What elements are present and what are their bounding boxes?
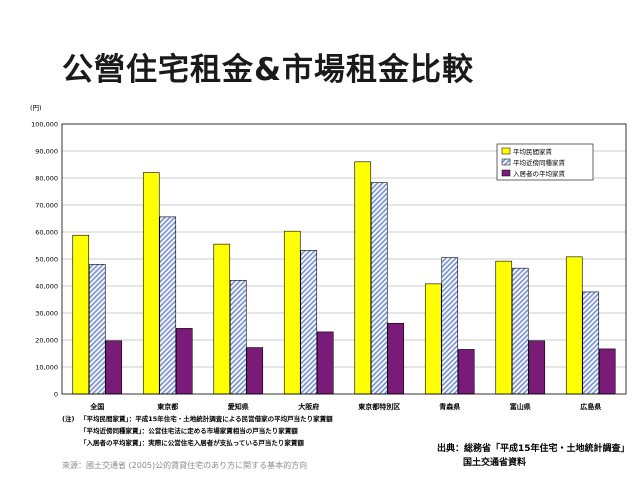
bar-series-2 (598, 348, 616, 395)
bar-series-1 (511, 267, 529, 395)
category-label: 全国 (89, 402, 104, 411)
y-tick-label: 80,000 (35, 174, 58, 182)
bar-series-0 (495, 260, 513, 395)
bar-series-2 (457, 349, 475, 395)
note-line-1: 「平均民間家賃」：平成15年住宅・土地統計調査による民営借家の平均戸当たり家賃額 (80, 414, 333, 423)
y-tick-label: 10,000 (35, 363, 58, 371)
category-label: 東京都 (157, 402, 178, 411)
source-line-2: 国土交通省資料 (463, 456, 526, 468)
chart-notes: (注) 「平均民間家賃」：平成15年住宅・土地統計調査による民営借家の平均戸当た… (62, 414, 333, 447)
y-tick-label: 90,000 (35, 147, 58, 155)
note-line-3: 「入居者の平均家賃」：実際に公営住宅入居者が支払っている戸当たり家賃額 (80, 438, 304, 447)
bar-series-1 (300, 250, 318, 395)
bar-series-1 (88, 264, 106, 395)
category-label: 広島県 (580, 402, 601, 411)
y-tick-label: 20,000 (35, 336, 58, 344)
bars (72, 161, 616, 395)
category-label: 大阪府 (298, 402, 319, 411)
y-tick-label: 30,000 (35, 309, 58, 317)
bar-series-2 (387, 322, 405, 395)
note-line-2: 「平均近傍同種家賃」：公営住宅法に定める市場家賃相当の戸当たり家賃額 (80, 426, 298, 435)
category-label: 東京都特別区 (358, 402, 400, 411)
bar-series-0 (424, 283, 442, 395)
legend-label-series-1: 平均近傍同種家賃 (513, 158, 566, 167)
bar-series-2 (316, 331, 334, 395)
source-line-1: 出典：総務省「平成15年住宅・土地統計調査」 (437, 442, 630, 454)
legend-box (496, 143, 594, 181)
plot-area-frame (61, 123, 627, 395)
legend-swatch-series-1 (501, 158, 511, 166)
category-label: 富山県 (510, 402, 531, 411)
y-axis-unit: (円) (30, 104, 42, 112)
legend-swatch-series-0 (501, 147, 511, 155)
bar-series-0 (142, 172, 160, 395)
y-axis-ticks: 0 10,000 20,000 30,000 40,000 50,000 60,000 70,… (31, 120, 58, 398)
bar-series-2 (528, 340, 546, 395)
y-tick-label: 50,000 (35, 255, 58, 263)
y-tick-label: 40,000 (35, 282, 58, 290)
y-tick-label: 100,000 (31, 120, 58, 128)
category-label: 愛知県 (228, 402, 249, 411)
legend-label-series-0: 平均民間家賃 (513, 147, 553, 156)
bar-series-1 (441, 257, 459, 395)
bar-series-0 (283, 230, 301, 395)
bar-series-0 (565, 256, 583, 395)
x-axis-categories: 全国 東京都 愛知県 大阪府 東京都特別区 青森県 富山県 広島県 (89, 402, 601, 411)
bar-series-0 (72, 234, 90, 395)
category-label: 青森県 (439, 402, 460, 411)
bar-series-2 (246, 347, 264, 395)
bar-series-2 (175, 328, 193, 395)
y-tick-label: 60,000 (35, 228, 58, 236)
chart-source: 出典：総務省「平成15年住宅・土地統計調査」 国土交通省資料 (437, 442, 630, 468)
bar-series-0 (213, 243, 231, 395)
legend-swatch-series-2 (501, 169, 511, 177)
legend-label-series-2: 入居者の平均家賃 (513, 169, 566, 178)
bar-series-1 (582, 291, 600, 395)
y-tick-label: 0 (54, 390, 58, 398)
legend: 平均民間家賃 平均近傍同種家賃 入居者の平均家賃 (496, 143, 594, 181)
bar-series-1 (159, 216, 177, 395)
bar-series-0 (354, 161, 372, 395)
bar-series-1 (229, 280, 247, 395)
notes-label: (注) (62, 414, 74, 423)
bar-series-1 (370, 182, 388, 395)
y-tick-label: 70,000 (35, 201, 58, 209)
bar-series-2 (105, 340, 123, 395)
footer-source: 來源：國土交通省 (2005)公的賃貸住宅のあり方に関する基本的方向 (62, 461, 308, 470)
slide-title: 公營住宅租金&市場租金比較 (62, 52, 475, 88)
